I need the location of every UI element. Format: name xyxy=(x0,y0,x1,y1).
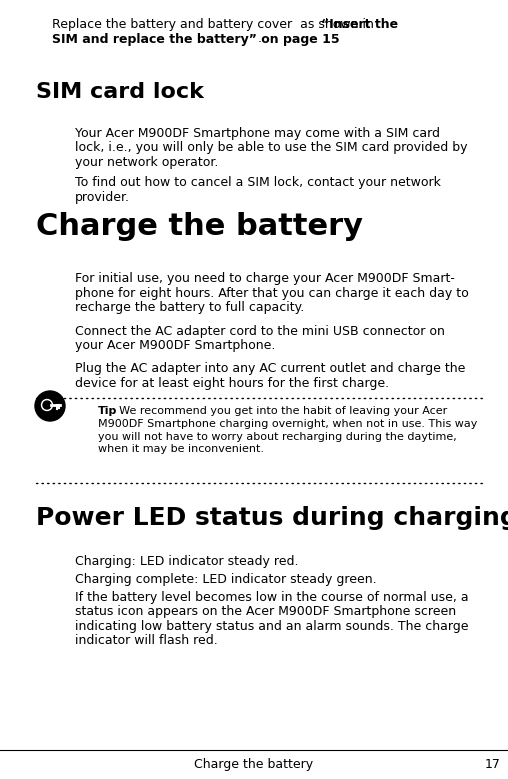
Text: SIM card lock: SIM card lock xyxy=(36,82,204,102)
Text: you will not have to worry about recharging during the daytime,: you will not have to worry about recharg… xyxy=(98,432,457,442)
Text: your network operator.: your network operator. xyxy=(75,156,218,169)
Text: device for at least eight hours for the first charge.: device for at least eight hours for the … xyxy=(75,376,389,390)
Text: .: . xyxy=(258,33,261,45)
Text: Charging complete: LED indicator steady green.: Charging complete: LED indicator steady … xyxy=(75,573,376,586)
Text: provider.: provider. xyxy=(75,191,130,203)
Text: Charging: LED indicator steady red.: Charging: LED indicator steady red. xyxy=(75,555,299,568)
Text: recharge the battery to full capacity.: recharge the battery to full capacity. xyxy=(75,301,304,314)
Text: SIM and replace the battery” on page 15: SIM and replace the battery” on page 15 xyxy=(52,33,340,45)
Text: phone for eight hours. After that you can charge it each day to: phone for eight hours. After that you ca… xyxy=(75,287,469,299)
Text: Replace the battery and battery cover  as shown in: Replace the battery and battery cover as… xyxy=(52,18,378,31)
Circle shape xyxy=(42,400,52,411)
Text: lock, i.e., you will only be able to use the SIM card provided by: lock, i.e., you will only be able to use… xyxy=(75,142,467,154)
Text: : We recommend you get into the habit of leaving your Acer: : We recommend you get into the habit of… xyxy=(112,406,447,416)
Text: M900DF Smartphone charging overnight, when not in use. This way: M900DF Smartphone charging overnight, wh… xyxy=(98,419,478,428)
Circle shape xyxy=(43,401,51,409)
Text: indicator will flash red.: indicator will flash red. xyxy=(75,635,218,647)
Text: To find out how to cancel a SIM lock, contact your network: To find out how to cancel a SIM lock, co… xyxy=(75,176,441,189)
Text: when it may be inconvenient.: when it may be inconvenient. xyxy=(98,444,264,454)
Text: “Insert the: “Insert the xyxy=(321,18,398,31)
Text: Your Acer M900DF Smartphone may come with a SIM card: Your Acer M900DF Smartphone may come wit… xyxy=(75,127,440,140)
Text: Power LED status during charging: Power LED status during charging xyxy=(36,506,508,530)
Text: Charge the battery: Charge the battery xyxy=(36,212,363,241)
Text: Plug the AC adapter into any AC current outlet and charge the: Plug the AC adapter into any AC current … xyxy=(75,362,465,375)
Text: For initial use, you need to charge your Acer M900DF Smart-: For initial use, you need to charge your… xyxy=(75,272,455,285)
Text: Tip: Tip xyxy=(98,406,117,416)
Text: indicating low battery status and an alarm sounds. The charge: indicating low battery status and an ala… xyxy=(75,620,468,633)
Text: Connect the AC adapter cord to the mini USB connector on: Connect the AC adapter cord to the mini … xyxy=(75,325,445,338)
Text: 17: 17 xyxy=(485,758,501,771)
Text: status icon appears on the Acer M900DF Smartphone screen: status icon appears on the Acer M900DF S… xyxy=(75,605,456,619)
Circle shape xyxy=(35,391,65,421)
Text: your Acer M900DF Smartphone.: your Acer M900DF Smartphone. xyxy=(75,340,275,353)
Text: Charge the battery: Charge the battery xyxy=(195,758,313,771)
Text: If the battery level becomes low in the course of normal use, a: If the battery level becomes low in the … xyxy=(75,591,468,604)
